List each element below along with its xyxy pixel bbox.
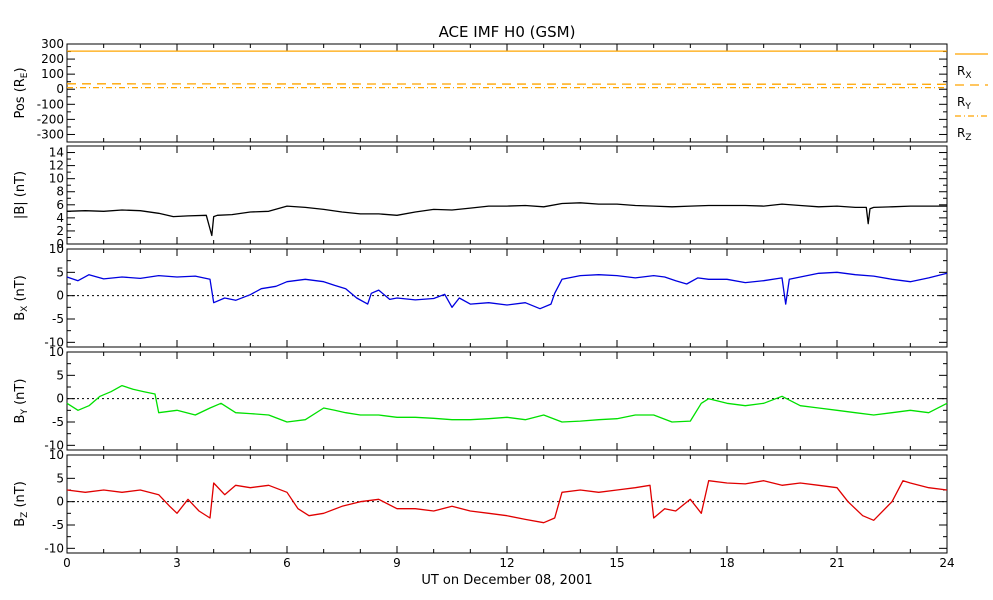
y-tick-label: 8: [56, 185, 64, 199]
y-axis-label-text: B: [13, 312, 28, 321]
y-tick-label: -200: [37, 112, 64, 126]
y-tick-label: 10: [49, 242, 64, 256]
x-tick-label: 15: [609, 556, 624, 570]
y-tick-label: 5: [56, 368, 64, 382]
y-tick-label: -5: [52, 415, 64, 429]
series-line-bx-0: [66, 271, 948, 310]
y-tick-label: 200: [41, 52, 64, 66]
y-axis-label-subscript: E: [20, 72, 30, 78]
y-tick-label: 2: [56, 224, 64, 238]
series-line-by-0: [66, 384, 948, 423]
y-tick-label: 0: [56, 82, 64, 96]
y-axis-label: BX (nT): [13, 275, 30, 321]
y-tick-label: 6: [56, 198, 64, 212]
y-tick-label: 0: [56, 392, 64, 406]
panel-bz: -10 -5 0 5 10 BZ (nT) 0 3 6 9 12 15 18 21 24: [13, 448, 955, 570]
legend-label: RX: [957, 64, 972, 81]
y-tick-label: 14: [49, 146, 64, 160]
y-tick-label: -5: [52, 518, 64, 532]
panel-frame: [66, 351, 948, 451]
panel-bx: -10 -5 0 5 10 BX (nT): [13, 242, 948, 349]
panel-frame: [66, 248, 948, 348]
y-axis-label: Pos (RE): [13, 67, 30, 118]
y-tick-label: 4: [56, 211, 64, 225]
x-tick-label: 21: [829, 556, 844, 570]
x-tick-label: 3: [173, 556, 181, 570]
y-axis-label-text: |B| (nT): [13, 171, 28, 219]
y-axis-label-suffix: (nT): [13, 481, 28, 511]
y-tick-label: 100: [41, 67, 64, 81]
x-tick-label: 9: [393, 556, 401, 570]
y-axis-label: |B| (nT): [13, 171, 28, 219]
y-tick-label: 0: [56, 495, 64, 509]
legend-label-text: R: [957, 95, 965, 109]
y-axis-label-text: B: [13, 415, 28, 424]
legend-label-subscript: Y: [964, 102, 971, 112]
x-tick-label: 24: [939, 556, 954, 570]
legend-label-text: R: [957, 64, 965, 78]
series-line-bz-0: [66, 480, 948, 524]
legend-label-subscript: X: [965, 71, 971, 81]
y-axis-label-text: B: [13, 518, 28, 527]
x-tick-label: 18: [719, 556, 734, 570]
y-axis-label-subscript: Z: [20, 512, 30, 518]
legend-label: RZ: [957, 126, 972, 143]
x-tick-label: 0: [63, 556, 71, 570]
panel-by: -10 -5 0 5 10 BY (nT): [13, 345, 948, 452]
chart-title: ACE IMF H0 (GSM): [439, 23, 576, 41]
y-axis-label-subscript: X: [20, 306, 30, 312]
y-axis-label-subscript: Y: [20, 409, 30, 416]
y-tick-label: 5: [56, 471, 64, 485]
panel-frame: [66, 43, 948, 143]
y-tick-label: -100: [37, 97, 64, 111]
y-tick-label: 10: [49, 448, 64, 462]
legend-label: RY: [957, 95, 971, 112]
y-axis-label: BZ (nT): [13, 481, 30, 527]
y-axis-label-suffix: (nT): [13, 379, 28, 409]
y-tick-label: 12: [49, 159, 64, 173]
y-axis-label-suffix: ): [13, 67, 28, 72]
legend-label-subscript: Z: [965, 133, 971, 143]
panel-frame: [66, 454, 948, 554]
y-tick-label: -300: [37, 127, 64, 141]
y-tick-label: -10: [44, 438, 64, 452]
y-tick-label: -10: [44, 541, 64, 555]
y-axis-label: BY (nT): [13, 379, 30, 424]
y-axis-label-suffix: (nT): [13, 275, 28, 305]
y-tick-label: 0: [56, 237, 64, 251]
y-tick-label: -5: [52, 312, 64, 326]
y-tick-label: 0: [56, 289, 64, 303]
series-line-pos-1: [66, 83, 948, 85]
y-axis-label-text: Pos (R: [13, 78, 28, 118]
y-tick-label: -10: [44, 335, 64, 349]
y-tick-label: 5: [56, 265, 64, 279]
legend-label-text: R: [957, 126, 965, 140]
series-line-bt-0: [66, 202, 947, 237]
y-tick-label: 10: [49, 172, 64, 186]
y-tick-label: 300: [41, 37, 64, 51]
y-tick-label: 10: [49, 345, 64, 359]
x-tick-label: 12: [499, 556, 514, 570]
x-tick-label: 6: [283, 556, 291, 570]
panel-frame: [66, 145, 948, 245]
x-axis-label: UT on December 08, 2001: [421, 573, 592, 588]
